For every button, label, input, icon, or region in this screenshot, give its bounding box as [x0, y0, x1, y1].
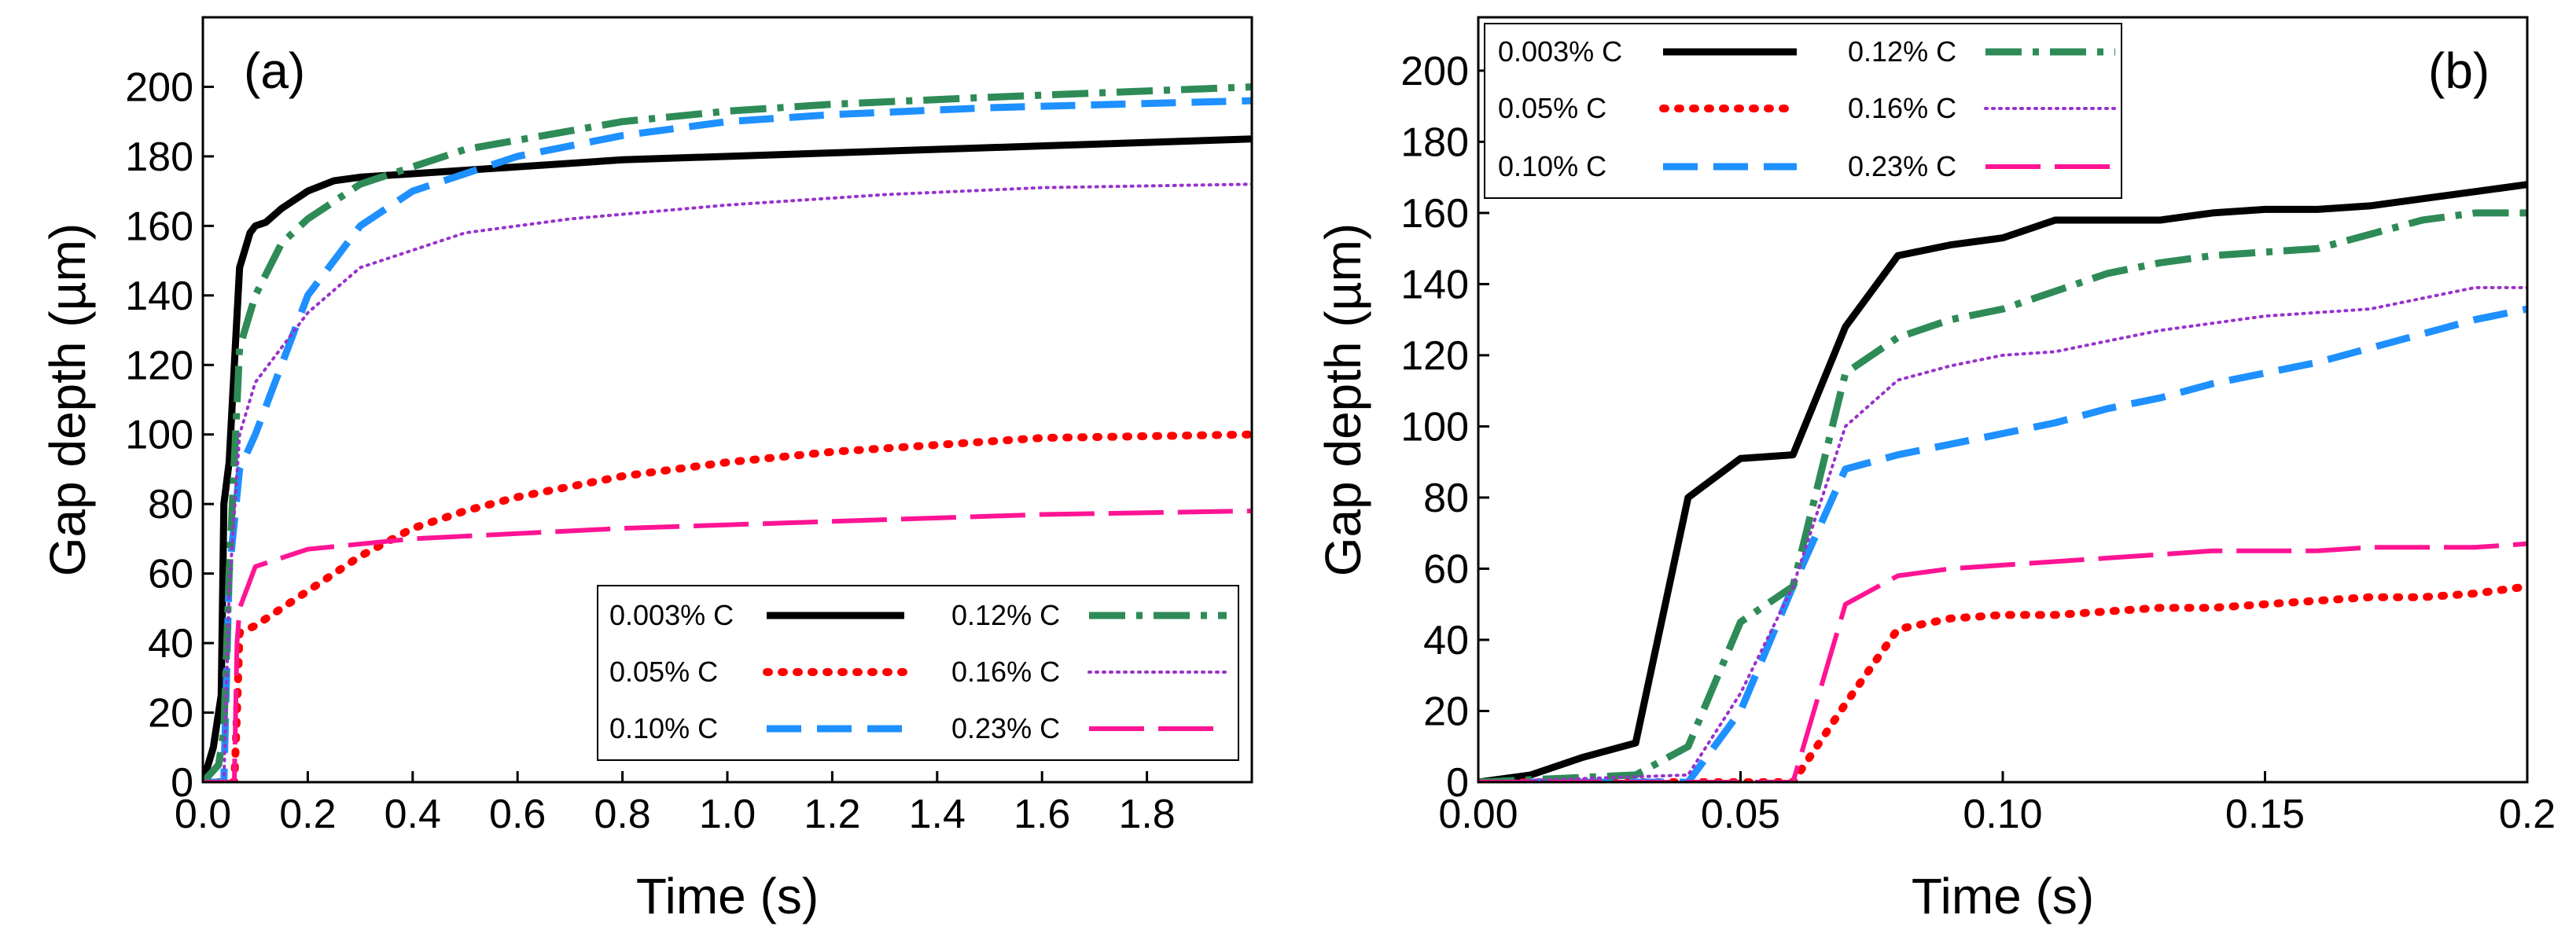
y-tick-label: 80: [148, 482, 193, 527]
y-tick-label: 100: [1400, 404, 1469, 450]
x-axis-label: Time (s): [1912, 868, 2094, 924]
y-tick-label: 120: [125, 343, 193, 388]
legend-label-0-003-c: 0.003% C: [1498, 35, 1622, 68]
x-tick-label: 1.8: [1118, 792, 1175, 837]
y-tick-label: 60: [148, 552, 193, 597]
y-tick-label: 200: [1400, 49, 1469, 94]
chart-panel-a: 0.0 0.2 0.4 0.6 0.8 1.0 1.2 1.4 1.6 1.8 0 20 40 60 80 1…: [39, 16, 1253, 924]
y-tick-label: 100: [125, 413, 193, 458]
series-line-0-05-c: [1478, 582, 2527, 782]
series-group: [203, 83, 1252, 782]
legend-label-0-12-c: 0.12% C: [951, 599, 1060, 631]
x-tick-label: 0.00: [1438, 792, 1518, 837]
x-tick-label: 0.8: [594, 792, 650, 837]
y-tick-label: 140: [125, 274, 193, 319]
legend-label-0-10-c: 0.10% C: [1498, 150, 1606, 182]
x-tick-label: 0.05: [1701, 792, 1780, 837]
y-tick-label: 200: [125, 64, 193, 110]
y-tick-label: 140: [1400, 262, 1469, 307]
series-line-0-003-c: [203, 135, 1252, 782]
series-line-0-05-c: [203, 430, 1252, 782]
x-tick-label: 0.4: [385, 792, 441, 837]
x-tick-label: 1.4: [909, 792, 966, 837]
y-tick-label: 0: [1446, 760, 1469, 806]
legend-label-0-003-c: 0.003% C: [609, 599, 734, 631]
x-tick-label: 0.10: [1963, 792, 2042, 837]
legend-label-0-23-c: 0.23% C: [951, 712, 1060, 744]
panel-label: (a): [244, 42, 305, 99]
y-axis-label: Gap depth (µm): [1315, 223, 1371, 577]
y-tick-label: 180: [125, 134, 193, 180]
y-tick-label: 80: [1423, 476, 1469, 521]
x-tick-label: 0.2: [2499, 792, 2556, 837]
y-tick-label: 60: [1423, 546, 1469, 592]
legend-label-0-12-c: 0.12% C: [1848, 35, 1956, 68]
legend-label-0-10-c: 0.10% C: [609, 712, 718, 744]
legend-label-0-16-c: 0.16% C: [951, 656, 1060, 688]
y-tick-label: 180: [1400, 119, 1469, 165]
x-tick-label: 1.0: [699, 792, 756, 837]
series-line-0-12-c: [1478, 209, 2527, 782]
series-line-0-23-c: [203, 509, 1252, 782]
x-tick-label: 0.0: [175, 792, 231, 837]
y-tick-label: 120: [1400, 333, 1469, 379]
y-tick-label: 20: [148, 691, 193, 737]
legend-label-0-05-c: 0.05% C: [609, 656, 718, 688]
y-axis-label: Gap depth (µm): [39, 223, 96, 577]
series-line-0-003-c: [1478, 181, 2527, 782]
x-tick-label: 0.6: [489, 792, 546, 837]
series-line-0-16-c: [1478, 285, 2527, 782]
y-tick-label: 20: [1423, 689, 1469, 734]
series-group: [1478, 181, 2527, 782]
y-tick-label: 0: [171, 760, 193, 806]
series-line-0-10-c: [1478, 305, 2527, 782]
x-tick-label: 0.2: [279, 792, 336, 837]
legend: 0.003% C 0.12% C 0.05% C 0.16% C 0.10% C 0.23…: [1484, 23, 2122, 199]
y-tick-label: 40: [148, 621, 193, 667]
panel-label: (b): [2428, 42, 2490, 99]
y-tick-label: 40: [1423, 618, 1469, 663]
series-line-0-16-c: [203, 182, 1252, 782]
series-line-0-12-c: [203, 83, 1252, 782]
legend: 0.003% C 0.12% C 0.05% C 0.16% C 0.10% C 0.23…: [597, 585, 1239, 761]
y-tick-label: 160: [125, 204, 193, 249]
x-axis-label: Time (s): [636, 868, 819, 924]
y-tick-label: 160: [1400, 191, 1469, 237]
series-line-0-23-c: [1478, 541, 2527, 782]
x-tick-label: 0.15: [2225, 792, 2305, 837]
legend-label-0-16-c: 0.16% C: [1848, 92, 1956, 124]
x-tick-label: 1.6: [1014, 792, 1070, 837]
x-tick-label: 1.2: [804, 792, 860, 837]
legend-label-0-23-c: 0.23% C: [1848, 150, 1956, 182]
chart-panel-b: 0.00 0.05 0.10 0.15 0.2 0 20 40 60 80 100 120 140 160…: [1315, 16, 2556, 924]
legend-label-0-05-c: 0.05% C: [1498, 92, 1606, 124]
